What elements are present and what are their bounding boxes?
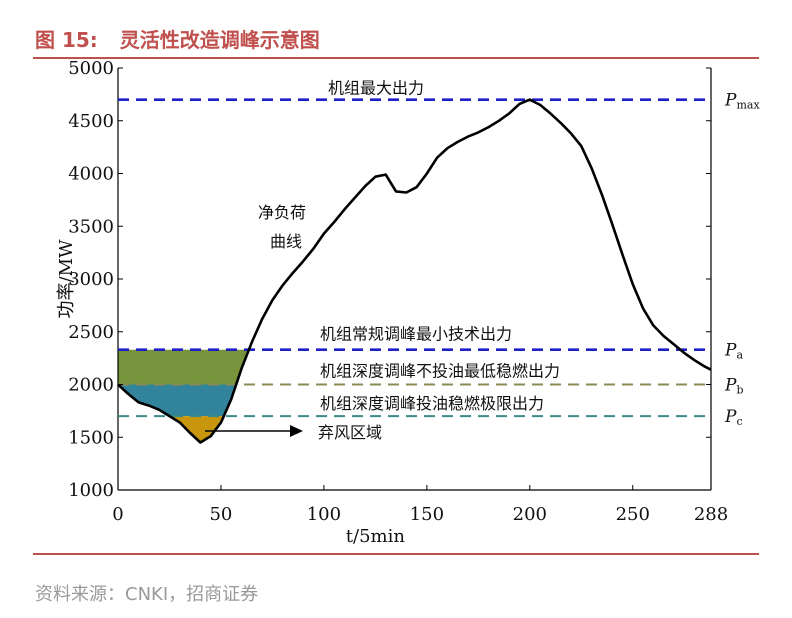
curtailment-bands: [118, 349, 249, 443]
p-symbol-b: Pb: [724, 376, 744, 397]
figure-title: 图 15: 灵活性改造调峰示意图: [35, 24, 320, 53]
reference-lines: 机组最大出力 Pmax 机组常规调峰最小技术出力 Pa 机组深度调峰不投油最低稳燃出力 P…: [118, 79, 760, 428]
curtailment-label: 弃风区域: [318, 423, 382, 442]
p-subscript-b: b: [736, 384, 743, 397]
curve-annotation-line2: 曲线: [270, 232, 302, 251]
y-tick-label: 2000: [68, 375, 114, 396]
reference-label-a: 机组常规调峰最小技术出力: [320, 325, 512, 344]
y-axis-label: 功率/MW: [56, 239, 77, 318]
figure-caption: 灵活性改造调峰示意图: [119, 28, 320, 52]
band-green-area: [118, 349, 249, 385]
reference-label-c: 机组深度调峰投油稳燃极限出力: [320, 394, 544, 413]
net-load-line: [117, 98, 712, 444]
p-subscript-c: c: [736, 415, 742, 428]
y-tick-label: 2500: [68, 322, 114, 343]
x-tick-label: 150: [410, 504, 444, 525]
p-symbol-max: Pmax: [724, 91, 760, 112]
x-tick-label: 100: [307, 504, 341, 525]
reference-label-max: 机组最大出力: [328, 79, 424, 98]
p-subscript-max: max: [736, 99, 760, 112]
p-symbol-c: Pc: [724, 407, 743, 428]
bottom-rule: [33, 553, 759, 555]
p-subscript-a: a: [736, 349, 743, 362]
x-tick-label: 50: [209, 504, 232, 525]
x-tick-label: 0: [112, 504, 123, 525]
top-rule: [33, 57, 759, 59]
curtailment-arrow-head: [290, 425, 303, 437]
y-tick-label: 1000: [68, 480, 114, 501]
band-blue-area: [118, 384, 237, 417]
x-axis-label: t/5min: [346, 526, 406, 547]
y-tick-label: 5000: [68, 58, 114, 79]
y-tick-label: 1500: [68, 427, 114, 448]
curve-annotation-line1: 净负荷: [258, 203, 306, 222]
x-tick-label: 288: [694, 504, 728, 525]
x-tick-label: 200: [513, 504, 547, 525]
figure-number: 图 15:: [35, 28, 98, 52]
p-symbol-a: Pa: [724, 341, 743, 362]
source-note: 资料来源：CNKI，招商证券: [35, 584, 259, 605]
y-tick-label: 4000: [68, 164, 114, 185]
net-load-curve: [117, 98, 712, 444]
x-tick-label: 250: [616, 504, 650, 525]
axis-ticks: 1000 1500 2000 2500 3000 3500 4000 4500 5000 0 50 1…: [68, 58, 728, 525]
y-tick-label: 4500: [68, 111, 114, 132]
reference-label-b: 机组深度调峰不投油最低稳燃出力: [320, 362, 560, 381]
y-tick-label: 3000: [68, 269, 114, 290]
y-tick-label: 3500: [68, 216, 114, 237]
